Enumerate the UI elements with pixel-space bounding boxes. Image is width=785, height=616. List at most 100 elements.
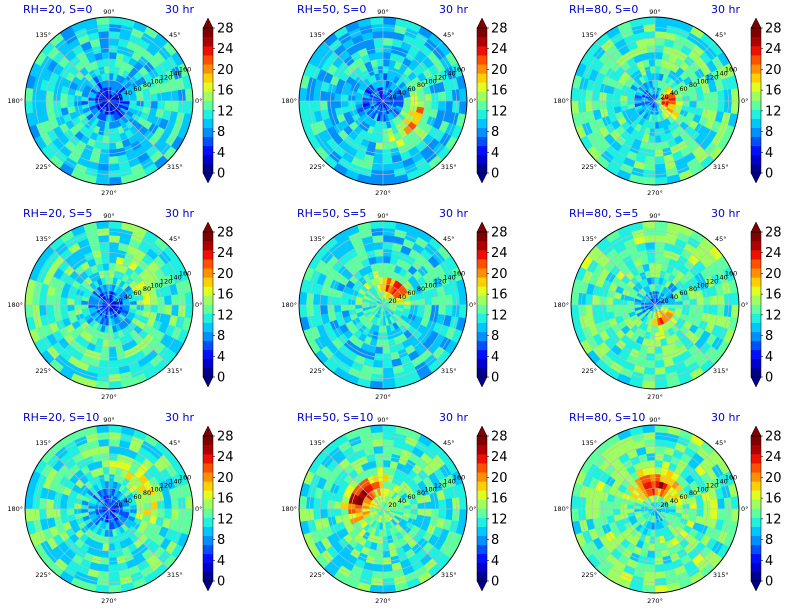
- field-cell: [372, 445, 384, 454]
- angle-label: 90°: [103, 212, 115, 220]
- radial-tick-label: 100: [150, 281, 162, 289]
- field-cell: [647, 51, 656, 60]
- field-cell: [108, 466, 116, 475]
- field-cell: [647, 142, 656, 151]
- colorbar-extend-bottom: [202, 580, 214, 592]
- field-cell: [164, 508, 173, 520]
- field-cell: [417, 100, 426, 108]
- angle-label: 45°: [169, 235, 181, 243]
- colorbar-segment: [751, 463, 761, 473]
- radial-tick-label: 40: [398, 293, 406, 301]
- field-cell: [584, 508, 594, 521]
- field-cell: [605, 508, 614, 517]
- colorbar-outline: [202, 231, 214, 378]
- colorbar-segment: [751, 259, 761, 269]
- field-cell: [382, 262, 390, 271]
- angle-label: 180°: [553, 97, 569, 105]
- colorbar-segment: [203, 277, 213, 287]
- field-cell: [45, 294, 54, 306]
- colorbar-segment: [477, 454, 487, 464]
- angle-label: 90°: [649, 416, 661, 424]
- radial-tick-label: 40: [670, 89, 678, 97]
- field-cell: [644, 445, 656, 454]
- angle-label: 90°: [377, 416, 389, 424]
- angle-label: 180°: [281, 301, 297, 309]
- colorbar-segment: [203, 454, 213, 464]
- field-cell: [170, 508, 180, 521]
- angle-label: 270°: [101, 189, 117, 197]
- colorbar-segment: [477, 232, 487, 242]
- field-cell: [97, 438, 110, 448]
- colorbar-segment: [203, 517, 213, 527]
- colorbar-segment: [477, 163, 487, 174]
- colorbar-segment: [477, 73, 487, 83]
- field-cell: [143, 304, 152, 312]
- colorbar-tick-label: 20: [765, 267, 782, 282]
- colorbar-segment: [203, 37, 213, 47]
- angle-label: 135°: [581, 31, 597, 39]
- colorbar-segment: [203, 154, 213, 165]
- angle-label: 0°: [195, 97, 202, 105]
- colorbar-extend-bottom: [202, 376, 214, 388]
- field-cell: [654, 564, 666, 573]
- angle-label: 180°: [7, 505, 23, 513]
- colorbar-segment: [203, 232, 213, 242]
- field-cell: [438, 498, 447, 510]
- angular-gridline: [108, 41, 169, 102]
- field-cell: [382, 550, 391, 559]
- angle-label: 0°: [195, 505, 202, 513]
- field-cell: [716, 293, 726, 306]
- angular-gridline: [654, 245, 715, 306]
- angle-label: 45°: [715, 235, 727, 243]
- angle-label: 0°: [741, 301, 748, 309]
- colorbar-segment: [751, 268, 761, 278]
- field-cell: [654, 37, 666, 46]
- field-cell: [66, 502, 75, 510]
- angle-label: 225°: [35, 367, 51, 375]
- field-cell: [382, 360, 394, 369]
- colorbar-extend-top: [750, 221, 762, 233]
- field-cell: [654, 366, 667, 376]
- colorbar-extend-bottom: [750, 172, 762, 184]
- field-cell: [45, 100, 54, 112]
- field-cell: [689, 508, 698, 516]
- field-cell: [644, 360, 656, 369]
- colorbar-segment: [203, 535, 213, 546]
- colorbar-segment: [477, 313, 487, 323]
- colorbar-segment: [751, 37, 761, 47]
- colorbar-segment: [477, 82, 487, 92]
- colorbar-extend-bottom: [476, 580, 488, 592]
- colorbar-segment: [203, 322, 213, 332]
- radial-tick-label: 40: [398, 89, 406, 97]
- angular-gridline: [654, 304, 715, 365]
- field-cell: [45, 508, 54, 520]
- colorbar-segment: [203, 562, 213, 573]
- field-cell: [371, 162, 384, 172]
- colorbar-segment: [751, 304, 761, 314]
- colorbar-segment: [203, 499, 213, 509]
- time-label: 30 hr: [711, 207, 740, 220]
- angle-label: 225°: [309, 367, 325, 375]
- field-cell: [644, 37, 656, 46]
- colorbar-extend-top: [476, 425, 488, 437]
- radial-tick-label: 120: [160, 481, 172, 489]
- radial-tick-label: 100: [696, 281, 708, 289]
- colorbar-segment: [203, 472, 213, 482]
- field-cell: [101, 346, 110, 355]
- angular-gridline: [49, 304, 110, 365]
- field-cell: [591, 508, 600, 520]
- colorbar-segment: [751, 250, 761, 260]
- polar-outline: [570, 220, 740, 390]
- angular-gridline: [49, 41, 110, 102]
- field-cell: [38, 497, 48, 510]
- colorbar-segment: [203, 295, 213, 305]
- colorbar-segment: [751, 358, 761, 369]
- colorbar-outline: [202, 435, 214, 582]
- angular-gridline: [49, 100, 110, 161]
- radial-tick-label: 160: [725, 65, 737, 73]
- colorbar-tick-label: 24: [491, 246, 508, 261]
- colorbar-segment: [477, 259, 487, 269]
- field-cell: [333, 501, 342, 510]
- radial-tick-label: 100: [424, 77, 436, 85]
- colorbar-segment: [203, 109, 213, 119]
